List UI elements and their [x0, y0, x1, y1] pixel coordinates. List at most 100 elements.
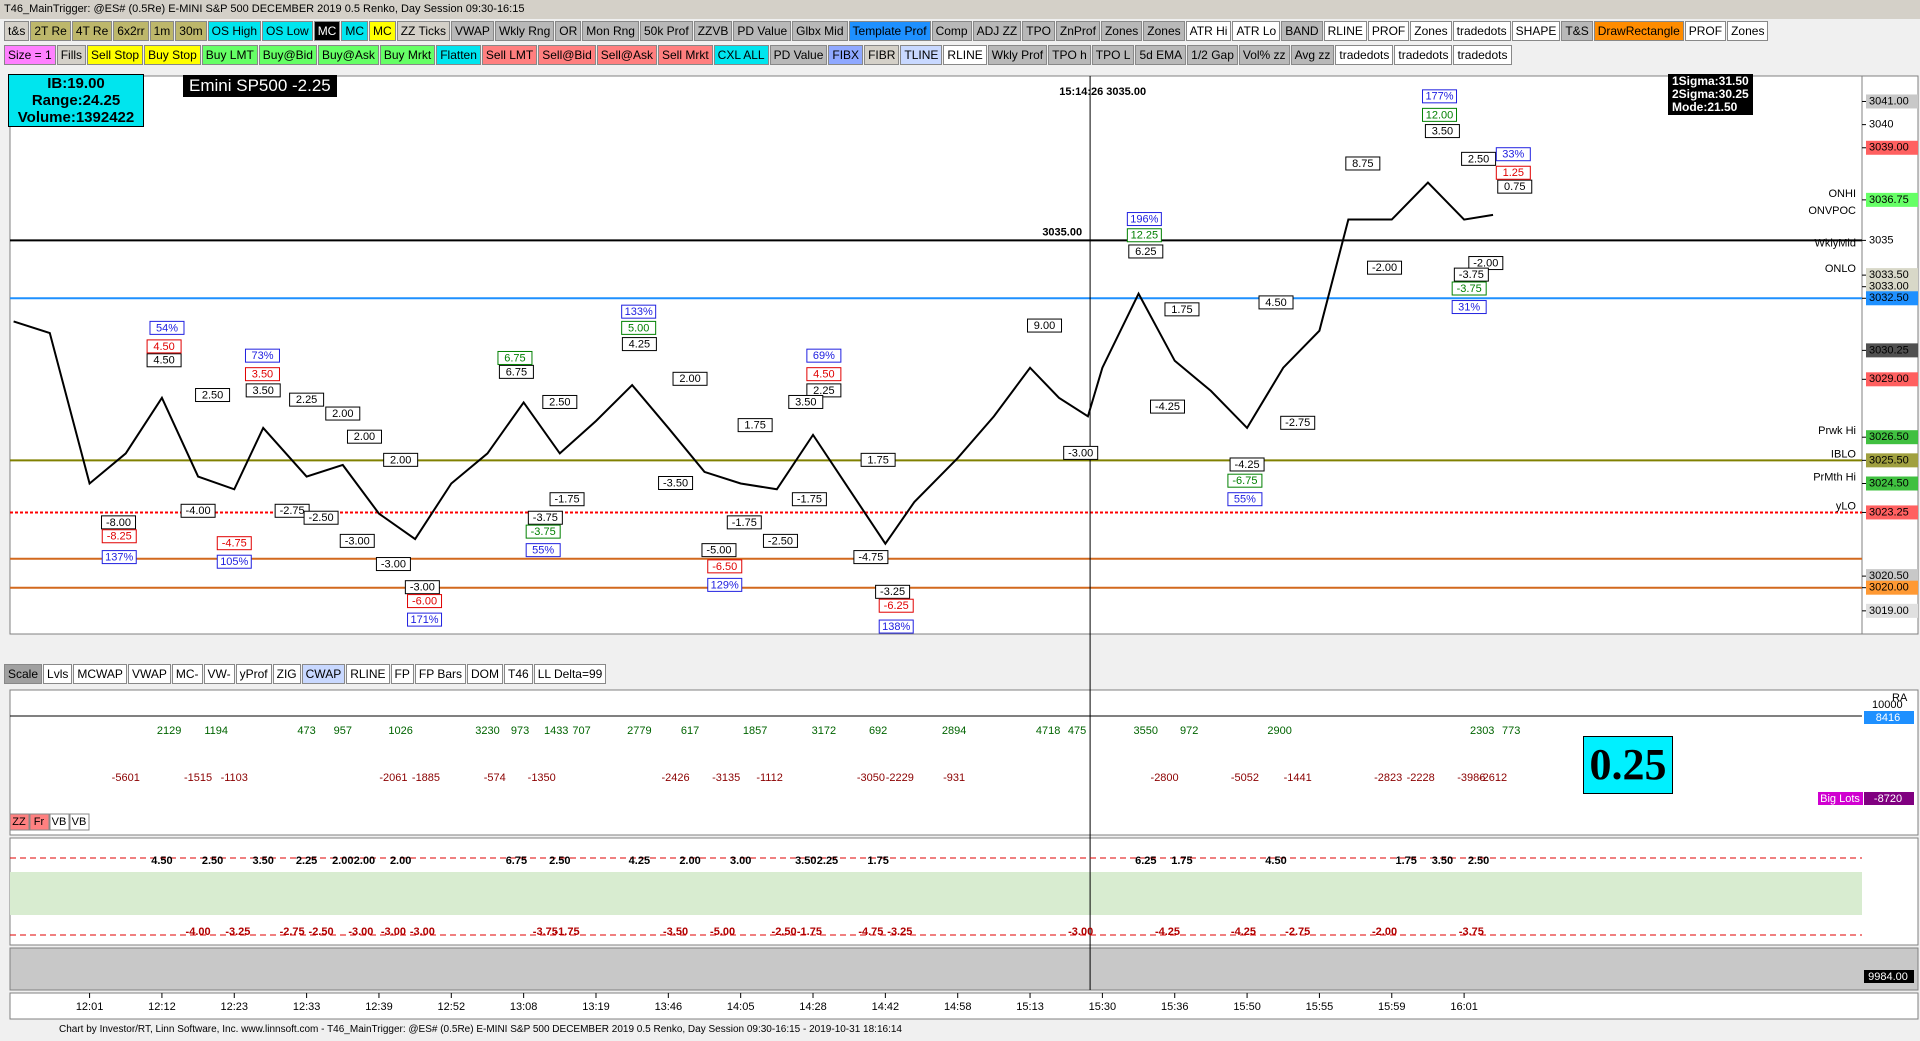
toolbar-button[interactable]: DOM: [467, 664, 504, 684]
toolbar-button[interactable]: Zones: [1727, 21, 1769, 41]
toolbar: Scale Lvls MCWAP VWAP MC- VW-yProf ZIG CWAP RLIN…: [0, 664, 607, 684]
toolbar-button[interactable]: BAND: [1281, 21, 1323, 41]
toolbar-button[interactable]: Wkly Prof: [987, 45, 1048, 65]
annotation: -6.00: [412, 595, 437, 607]
toolbar-button[interactable]: 1/2 Gap: [1187, 45, 1238, 65]
toolbar-button[interactable]: Zones: [1100, 21, 1143, 41]
pane-button-label[interactable]: VB: [72, 816, 87, 828]
toolbar-button[interactable]: FP Bars: [414, 664, 467, 684]
toolbar-button[interactable]: Avg zz: [1290, 45, 1335, 65]
toolbar-button[interactable]: Buy@Bid: [258, 45, 317, 65]
toolbar-button[interactable]: Mon Rng: [582, 21, 639, 41]
toolbar-button[interactable]: MCWAP: [73, 664, 127, 684]
toolbar-button[interactable]: MC: [341, 21, 369, 41]
annotation-box: [149, 320, 185, 335]
toolbar-button[interactable]: tradedots: [1335, 45, 1394, 65]
toolbar-button[interactable]: TPO: [1022, 21, 1055, 41]
toolbar-button[interactable]: Flatten: [436, 45, 481, 65]
toolbar-button[interactable]: Sell@Ask: [596, 45, 657, 65]
toolbar-button[interactable]: PD Value: [733, 21, 792, 41]
pane-button[interactable]: [29, 813, 50, 831]
toolbar-button[interactable]: 50k Prof: [639, 21, 693, 41]
toolbar-button[interactable]: 30m: [175, 21, 207, 41]
toolbar-button[interactable]: CXL ALL: [713, 45, 769, 65]
toolbar-button[interactable]: 2T Re: [30, 21, 71, 41]
zz-value: -2.75: [280, 926, 305, 938]
toolbar-button[interactable]: Zones: [1143, 21, 1185, 41]
toolbar-button[interactable]: MC: [313, 21, 341, 41]
pane-button-label[interactable]: Fr: [34, 816, 45, 828]
toolbar-button[interactable]: 6x2rr: [113, 21, 149, 41]
toolbar-button[interactable]: ZZVB: [693, 21, 733, 41]
annotation: -3.75: [1457, 283, 1482, 295]
toolbar-button[interactable]: VWAP: [127, 664, 171, 684]
toolbar-button[interactable]: Sell@Bid: [538, 45, 596, 65]
annotation-box: [1461, 151, 1497, 166]
toolbar-button[interactable]: ZZ Ticks: [396, 21, 451, 41]
toolbar-button[interactable]: Buy Mrkt: [379, 45, 436, 65]
toolbar-button[interactable]: T46: [504, 664, 533, 684]
toolbar-button[interactable]: MC: [369, 21, 396, 41]
toolbar-button[interactable]: VW-: [203, 664, 235, 684]
toolbar-button[interactable]: Sell Stop: [87, 45, 144, 65]
toolbar-button[interactable]: tradedots: [1394, 45, 1453, 65]
toolbar-button[interactable]: Lvls: [43, 664, 73, 684]
toolbar-button[interactable]: t&s: [4, 21, 30, 41]
toolbar-button[interactable]: Comp: [931, 21, 972, 41]
toolbar-button[interactable]: TPO L: [1091, 45, 1135, 65]
toolbar-button[interactable]: Zones: [1410, 21, 1452, 41]
toolbar-button[interactable]: VWAP: [451, 21, 494, 41]
toolbar-button[interactable]: TPO h: [1048, 45, 1091, 65]
toolbar-button[interactable]: ATR Lo: [1232, 21, 1281, 41]
toolbar-button[interactable]: 1m: [149, 21, 175, 41]
toolbar-button[interactable]: Scale: [4, 664, 43, 684]
toolbar-button[interactable]: tradedots: [1452, 21, 1511, 41]
toolbar-button[interactable]: yProf: [235, 664, 272, 684]
toolbar-button[interactable]: PROF: [1684, 21, 1727, 41]
toolbar-button[interactable]: Sell Mrkt: [657, 45, 713, 65]
toolbar-button[interactable]: 5d EMA: [1135, 45, 1187, 65]
toolbar-button[interactable]: ZnProf: [1055, 21, 1100, 41]
toolbar-button[interactable]: PROF: [1367, 21, 1410, 41]
annotation: -2.00: [1372, 262, 1397, 274]
toolbar-button[interactable]: OS High: [207, 21, 261, 41]
toolbar-button[interactable]: Buy Stop: [144, 45, 201, 65]
toolbar-button[interactable]: CWAP: [301, 664, 346, 684]
pane-button[interactable]: [9, 813, 30, 831]
toolbar-button[interactable]: Buy@Ask: [317, 45, 379, 65]
toolbar-button[interactable]: FIBR: [864, 45, 900, 65]
toolbar-button[interactable]: RLINE: [1323, 21, 1367, 41]
toolbar-button[interactable]: ATR Hi: [1185, 21, 1232, 41]
toolbar-button[interactable]: Size = 1: [4, 45, 56, 65]
toolbar-button[interactable]: DrawRectangle: [1593, 21, 1684, 41]
toolbar-button[interactable]: Sell LMT: [481, 45, 538, 65]
pane-button[interactable]: [69, 813, 90, 831]
annotation-box: [1451, 300, 1487, 315]
pane-button-label[interactable]: ZZ: [12, 816, 26, 828]
toolbar-button[interactable]: Fills: [56, 45, 87, 65]
toolbar-button[interactable]: MC-: [171, 664, 203, 684]
toolbar-button[interactable]: ADJ ZZ: [972, 21, 1022, 41]
toolbar-button[interactable]: TLINE: [900, 45, 943, 65]
toolbar-button[interactable]: SHAPE: [1511, 21, 1561, 41]
toolbar-button[interactable]: OS Low: [262, 21, 313, 41]
annotation: -3.75: [533, 512, 558, 524]
toolbar-button[interactable]: RLINE: [346, 664, 390, 684]
toolbar-button[interactable]: Template Prof: [848, 21, 931, 41]
toolbar-button[interactable]: tradedots: [1453, 45, 1512, 65]
pane-button-label[interactable]: VB: [52, 816, 67, 828]
toolbar-button[interactable]: LL Delta=99: [533, 664, 607, 684]
toolbar-button[interactable]: ZIG: [272, 664, 301, 684]
toolbar-button[interactable]: RLINE: [943, 45, 987, 65]
toolbar-button[interactable]: OR: [555, 21, 582, 41]
toolbar-button[interactable]: Glbx Mid: [792, 21, 848, 41]
toolbar-button[interactable]: FP: [390, 664, 414, 684]
toolbar-button[interactable]: Wkly Rng: [494, 21, 555, 41]
toolbar-button[interactable]: FIBX: [828, 45, 864, 65]
toolbar-button[interactable]: Buy LMT: [201, 45, 258, 65]
toolbar-button[interactable]: Vol% zz: [1238, 45, 1290, 65]
toolbar-button[interactable]: PD Value: [769, 45, 828, 65]
toolbar-button[interactable]: T&S: [1561, 21, 1593, 41]
toolbar-button[interactable]: 4T Re: [71, 21, 113, 41]
pane-button[interactable]: [49, 813, 70, 831]
